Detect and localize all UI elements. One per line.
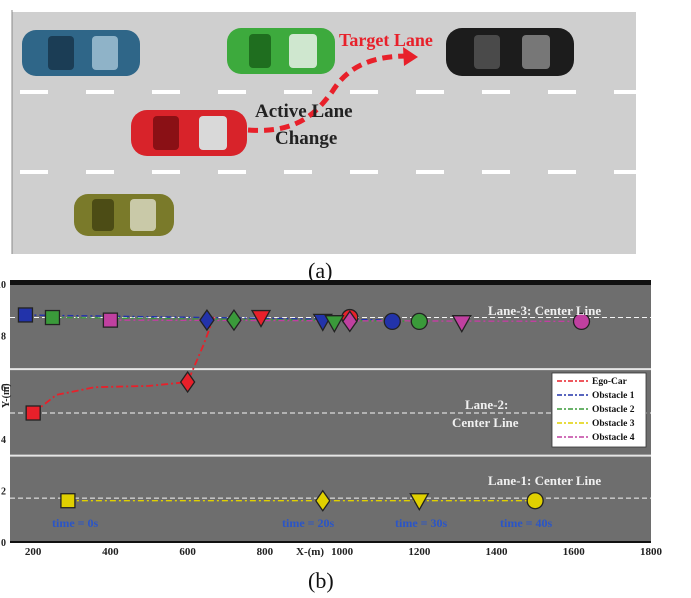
panel-a-road-scene: Target Lane Active Lane Change xyxy=(11,8,642,254)
marker-s3-square xyxy=(60,493,76,509)
target-lane-label: Target Lane xyxy=(339,30,433,50)
lane-dash xyxy=(284,90,312,94)
y-axis-label: Y-(m) xyxy=(1,383,12,408)
y-tick-4: 4 xyxy=(1,435,6,446)
marker-s4-circle xyxy=(572,312,591,331)
lane3-label: Lane-3: Center Line xyxy=(488,303,601,318)
legend-label-3: Obstacle 3 xyxy=(592,419,635,429)
time-label-0: time = 0s xyxy=(52,516,98,530)
marker-s2-diamond xyxy=(226,308,242,332)
series-line-4 xyxy=(110,319,582,323)
lane-dash xyxy=(482,170,510,174)
marker-s0-diamond xyxy=(179,370,196,394)
marker-s0-square xyxy=(25,405,41,421)
marker-s3-circle xyxy=(526,492,544,510)
time-label-20: time = 20s xyxy=(282,516,334,530)
car-blue xyxy=(22,30,140,76)
trajectory-markers xyxy=(17,307,591,512)
y-tick-labels: 0 2 4 6 8 10 xyxy=(0,280,6,549)
series-line-0 xyxy=(32,314,216,414)
lane-dash xyxy=(350,90,378,94)
caption-b: (b) xyxy=(308,568,334,593)
car-black xyxy=(446,28,574,76)
marker-s1-diamond xyxy=(199,308,215,332)
legend-label-1: Obstacle 1 xyxy=(592,391,635,401)
lane-change-arrow xyxy=(247,53,409,133)
lane2-label-1: Lane-2: xyxy=(465,397,508,412)
lane-dash xyxy=(416,90,444,94)
car-green xyxy=(227,28,335,74)
marker-s4-diamond xyxy=(342,310,358,333)
lane-dash xyxy=(548,90,576,94)
y-tick-0: 0 xyxy=(1,538,6,549)
y-tick-8: 8 xyxy=(1,332,6,343)
legend: Ego-Car Obstacle 1 Obstacle 2 Obstacle 3 Obs… xyxy=(551,372,647,448)
marker-s1-square xyxy=(17,307,34,323)
lane-dash xyxy=(152,170,180,174)
y-tick-2: 2 xyxy=(1,486,6,497)
time-label-30: time = 30s xyxy=(395,516,447,530)
x-tick-1400: 1400 xyxy=(486,546,509,558)
legend-label-0: Ego-Car xyxy=(592,377,628,387)
x-tick-labels: 200 400 600 800 1000 1200 1400 1600 1800 xyxy=(25,546,663,558)
lane-dash xyxy=(20,170,48,174)
x-tick-1200: 1200 xyxy=(408,546,431,558)
lane-dash xyxy=(218,170,246,174)
lane-dash xyxy=(284,170,312,174)
y-tick-6: 6 xyxy=(1,383,6,394)
time-label-40: time = 40s xyxy=(500,516,552,530)
x-tick-800: 800 xyxy=(257,546,274,558)
marker-s3-diamond xyxy=(314,489,331,512)
lane-dash xyxy=(614,90,642,94)
lane-change-arrowhead xyxy=(403,47,418,66)
car-olive xyxy=(74,194,174,236)
x-tick-600: 600 xyxy=(179,546,196,558)
x-tick-1000: 1000 xyxy=(331,546,354,558)
lane-dash xyxy=(20,90,48,94)
marker-s4-triangle-down xyxy=(451,315,472,334)
legend-label-2: Obstacle 2 xyxy=(592,405,635,415)
marker-s0-triangle-down xyxy=(250,309,272,328)
active-lane-label-2: Change xyxy=(275,128,337,149)
lane-dash xyxy=(86,90,114,94)
marker-s4-square xyxy=(102,312,119,328)
marker-s1-circle xyxy=(383,312,401,331)
lane-dash xyxy=(152,90,180,94)
x-tick-1800: 1800 xyxy=(640,546,663,558)
panel-b-trajectory-plot: Lane-3: Center Line Lane-2: Center Line … xyxy=(0,280,663,558)
marker-s3-triangle-down xyxy=(409,493,430,512)
lane-dash xyxy=(482,90,510,94)
ego-car-red xyxy=(131,110,247,156)
lane-dash xyxy=(86,170,114,174)
lane-dash xyxy=(548,170,576,174)
x-tick-200: 200 xyxy=(25,546,42,558)
legend-label-4: Obstacle 4 xyxy=(592,433,635,443)
marker-s2-triangle-down xyxy=(324,315,345,334)
y-tick-10: 10 xyxy=(0,280,6,291)
road-edge-top xyxy=(12,8,636,12)
lane2-label-2: Center Line xyxy=(452,415,519,430)
lane-dash xyxy=(614,170,642,174)
lane-dash xyxy=(416,170,444,174)
x-tick-400: 400 xyxy=(102,546,119,558)
active-lane-label-1: Active Lane xyxy=(255,101,353,122)
lane-dash xyxy=(218,90,246,94)
lane-dash-lines xyxy=(20,90,642,174)
x-tick-1600: 1600 xyxy=(563,546,586,558)
caption-a: (a) xyxy=(308,258,333,283)
marker-s2-circle xyxy=(410,312,428,331)
lane-dash xyxy=(350,170,378,174)
lane1-label: Lane-1: Center Line xyxy=(488,473,601,488)
marker-s2-square xyxy=(44,309,61,326)
x-axis-label: X-(m) xyxy=(296,546,324,558)
